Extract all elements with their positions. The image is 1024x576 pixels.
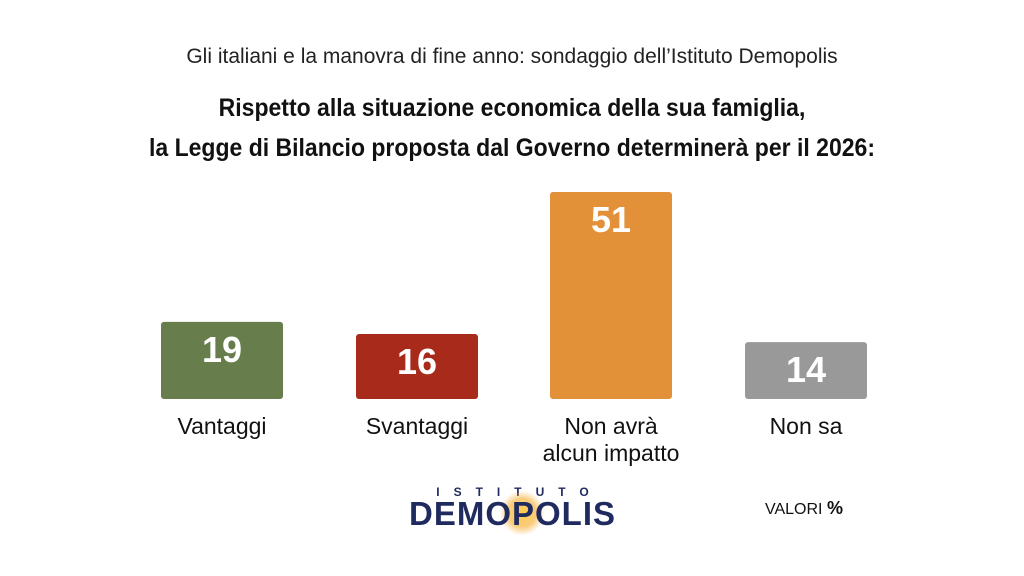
data-label-svantaggi: 16 <box>397 341 437 382</box>
data-label-non-sa: 14 <box>786 349 826 390</box>
values-unit-note: VALORI % <box>765 498 843 519</box>
bar-non-sa <box>745 342 867 399</box>
category-label-non-avr-alcun-impatto: Non avrà alcun impatto <box>543 413 680 466</box>
chart-title-line-1: Rispetto alla situazione economica della… <box>218 94 806 122</box>
data-label-vantaggi: 19 <box>202 329 242 370</box>
sun-icon <box>500 491 544 535</box>
category-label-vantaggi: Vantaggi <box>177 413 266 439</box>
bar-non-avr-alcun-impatto <box>550 192 672 399</box>
data-label-non-avr-alcun-impatto: 51 <box>591 199 631 240</box>
demopolis-logo: ISTITUTO DEMOPOLIS <box>385 485 640 535</box>
chart-subtitle: Gli italiani e la manovra di fine anno: … <box>186 45 838 68</box>
bar-svantaggi <box>356 334 478 399</box>
values-label: VALORI <box>765 501 823 518</box>
chart-title: Rispetto alla situazione economica della… <box>41 88 983 168</box>
chart-title-line-2: la Legge di Bilancio proposta dal Govern… <box>149 134 875 162</box>
category-label-non-sa: Non sa <box>770 413 843 439</box>
category-label-svantaggi: Svantaggi <box>366 413 468 439</box>
logo-main-text: DEMOPOLIS <box>385 491 640 535</box>
percent-unit: % <box>826 498 843 518</box>
bar-vantaggi <box>161 321 283 399</box>
